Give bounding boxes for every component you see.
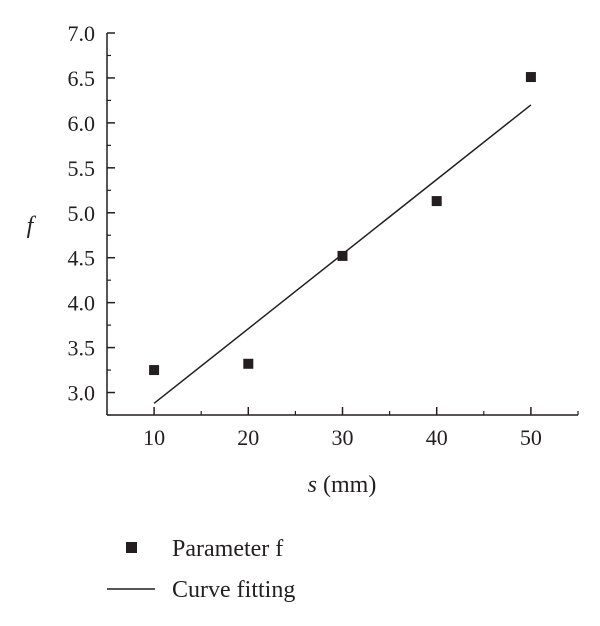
y-axis-label: f	[27, 213, 37, 239]
data-point	[149, 365, 160, 376]
data-point	[525, 72, 536, 83]
y-tick-label: 4.0	[68, 291, 96, 316]
y-tick-label: 6.0	[68, 111, 96, 136]
legend-marker-parameter-f	[126, 542, 137, 553]
plot-axes	[106, 33, 578, 416]
x-tick-label: 30	[332, 425, 354, 450]
y-axis-ticks: 3.0 3.5 4.0 4.5 5.0 5.5 6.0 6.5 7.0	[68, 21, 115, 416]
y-tick-label: 3.5	[68, 336, 96, 361]
data-point	[431, 196, 442, 207]
x-tick-label: 20	[237, 425, 259, 450]
x-tick-label: 50	[520, 425, 542, 450]
y-tick-label: 3.0	[68, 381, 96, 406]
data-point	[337, 250, 348, 261]
y-tick-label: 5.0	[68, 201, 96, 226]
x-axis-ticks: 10 20 30 40 50	[106, 407, 579, 450]
x-tick-label: 40	[426, 425, 448, 450]
curve-fitting-line	[153, 104, 532, 404]
legend: Parameter f Curve fitting	[107, 536, 295, 603]
y-tick-label: 4.5	[68, 246, 96, 271]
x-axis-unit: (mm)	[317, 472, 376, 498]
legend-label-curve-fitting: Curve fitting	[172, 577, 295, 603]
data-point	[243, 358, 254, 369]
legend-label-parameter-f: Parameter f	[172, 536, 283, 562]
x-axis-label: s (mm)	[308, 472, 377, 498]
x-tick-label: 10	[143, 425, 165, 450]
y-tick-label: 5.5	[68, 156, 96, 181]
y-tick-label: 7.0	[68, 21, 96, 46]
series-layer	[149, 72, 536, 404]
y-tick-label: 6.5	[68, 66, 96, 91]
x-axis-variable: s	[308, 472, 317, 498]
